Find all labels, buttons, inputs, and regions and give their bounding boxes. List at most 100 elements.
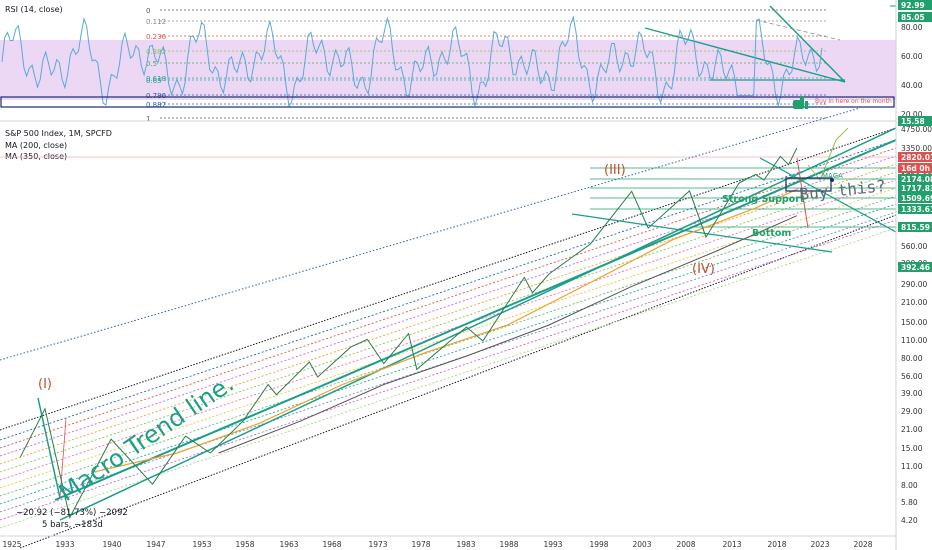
main-panel: S&P 500 Index, 1M, SPCFD MA (200, close)…: [0, 107, 932, 549]
price-tag-label: 15.58: [901, 117, 925, 126]
rsi-fib-label: 0.112: [146, 18, 166, 26]
price-tag-box: [898, 193, 932, 203]
x-tick-label: 2003: [632, 540, 651, 549]
measure-line2: 5 bars, −183d: [42, 520, 103, 530]
rsi-title: RSI (14, close): [5, 5, 63, 14]
outer-channel-line: [0, 107, 861, 361]
bottom-label: Bottom: [752, 228, 791, 239]
fib-channel-line: [0, 195, 897, 497]
x-tick-label: 2018: [767, 540, 786, 549]
x-tick-label: 1988: [499, 540, 518, 549]
rsi-band: [0, 40, 896, 100]
x-tick-label: 1993: [543, 540, 562, 549]
y-tick-label: 3350.00: [901, 144, 932, 153]
macro-trend-line-2: [59, 127, 897, 521]
y-tick-label: 11.00: [901, 462, 923, 471]
measure-line1: −20.92 (−81.73%) −2092: [16, 508, 128, 518]
x-tick-label: 1978: [411, 540, 430, 549]
bottom-trend-line: [571, 213, 833, 253]
rsi-tick-label: 40.00: [901, 81, 923, 90]
fib-channel-line: [0, 155, 897, 457]
x-tick-label: 2013: [722, 540, 741, 549]
price-tag-label: 2174.08: [901, 175, 932, 184]
price-tag-box: [898, 174, 932, 184]
x-tick-label: 1953: [192, 540, 211, 549]
strong-support-label: Strong Support: [722, 194, 805, 205]
fib-channel-line: [0, 179, 897, 481]
rsi-panel: RSI (14, close) 00.1120.2360.3820.50.650…: [0, 0, 932, 123]
fib-channel-line: [0, 171, 897, 473]
y-tick-label: 80.00: [901, 354, 923, 363]
x-tick-label: 1998: [589, 540, 608, 549]
rsi-fib-label: 0.887: [146, 101, 166, 109]
rsi-fib-label: 0.5: [146, 60, 157, 68]
fib-channel-line: [0, 139, 897, 441]
rsi-fib-label: 0: [146, 7, 150, 15]
fib-channel-line: [0, 147, 897, 449]
price-tag-label: 16d 0h: [901, 164, 930, 173]
rsi-fib-label: 0.618: [146, 75, 166, 83]
x-tick-label: 2028: [853, 540, 872, 549]
red-drop-line: [796, 157, 809, 229]
y-tick-label: 15.00: [901, 444, 923, 453]
rsi-tag-box: [898, 12, 932, 22]
ma350-line: [218, 215, 798, 454]
y-tick-label: 4750.00: [901, 125, 932, 134]
rsi-fib-label: 0.65: [146, 77, 162, 85]
rsi-series-line: [1, 15, 823, 108]
main-title: S&P 500 Index, 1M, SPCFD: [5, 129, 112, 138]
y-tick-label: 210.00: [901, 298, 927, 307]
x-tick-label: 1983: [456, 540, 475, 549]
downtrend-line: [759, 157, 897, 233]
price-tag-label: 815.59: [901, 223, 930, 232]
rsi-fib-label: 1: [146, 115, 150, 123]
fib-channel-line: [0, 219, 897, 521]
price-tag-label: 1717.83: [901, 184, 932, 193]
rsi-trendline: [769, 5, 846, 83]
lower-black-channel: [19, 214, 897, 549]
y-tick-label: 39.00: [901, 389, 923, 398]
rsi-tag-label: 85.05: [901, 13, 925, 22]
y-tick-label: 56.00: [901, 372, 923, 381]
wave-i-label: (I): [38, 377, 52, 392]
price-tag-box: [898, 262, 932, 272]
rsi-fib-label: 0.236: [146, 33, 167, 41]
time-axis: 1925 1933 1940 1947 1953 1958 1963 1968 1973 1978…: [2, 540, 872, 549]
y-tick-label: 21.00: [901, 425, 923, 434]
rsi-buy-note: Buy in here on the month: [815, 98, 892, 105]
price-tag-label: 1333.61: [901, 205, 932, 214]
fib-channel-line: [0, 203, 897, 505]
rsi-tick-label: 20.00: [901, 110, 923, 119]
legend-ma200: MA (200, close): [5, 141, 67, 150]
maga-label: MAGA: [822, 172, 843, 180]
price-tag-label: 2820.01: [901, 153, 932, 162]
x-tick-label: 1925: [2, 540, 21, 549]
x-tick-label: 2023: [810, 540, 829, 549]
rsi-dashed-line: [755, 19, 841, 41]
y-tick-label: 150.00: [901, 318, 927, 327]
projection-path: [807, 127, 849, 181]
price-tag-box: [898, 222, 932, 232]
price-tag-label: 1509.69: [901, 194, 932, 203]
rsi-tick-label: 80.00: [901, 23, 923, 32]
macro-trend-line: [54, 139, 897, 501]
wave-iii-label: (III): [604, 163, 626, 178]
price-tag-box: [898, 152, 932, 162]
channel-lines: [0, 107, 897, 549]
horizontal-levels: [590, 167, 896, 228]
y-tick-label: 290.00: [901, 280, 927, 289]
price-tag-box: [898, 183, 932, 193]
x-tick-label: 1963: [279, 540, 298, 549]
rsi-tag-label: 92.99: [901, 1, 925, 10]
y-tick-label: 5.80: [901, 498, 918, 507]
wave-i-recovery-line: [59, 417, 67, 499]
thumbs-up-icon: [793, 96, 808, 109]
x-tick-label: 1958: [235, 540, 254, 549]
x-tick-label: 1947: [146, 540, 165, 549]
wave-iv-label: (IV): [692, 262, 715, 277]
rsi-fib-label: 0.786: [146, 92, 167, 100]
rsi-tag-box: [898, 0, 932, 10]
y-tick-label: 110.00: [901, 336, 927, 345]
